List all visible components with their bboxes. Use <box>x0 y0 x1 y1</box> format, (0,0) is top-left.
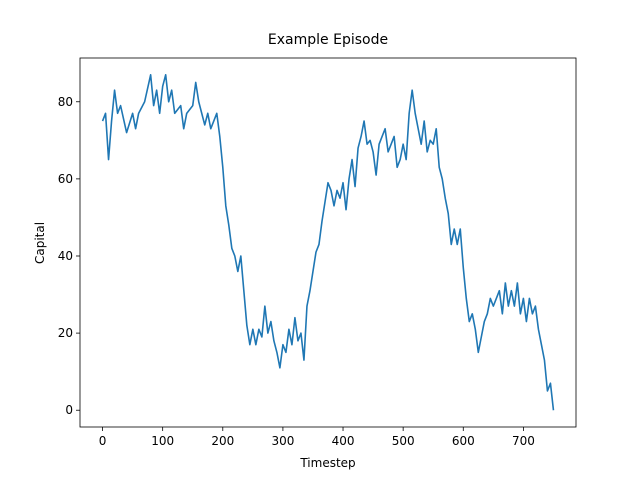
chart-title: Example Episode <box>268 32 388 48</box>
x-tick-label: 0 <box>99 434 107 448</box>
y-tick-label: 40 <box>58 249 73 263</box>
y-tick-label: 80 <box>58 95 73 109</box>
plot-frame <box>79 57 577 428</box>
x-tick-label: 400 <box>332 434 355 448</box>
x-tick-label: 600 <box>452 434 475 448</box>
y-axis-label: Capital <box>33 222 47 264</box>
x-tick-label: 200 <box>211 434 234 448</box>
y-tick-label: 0 <box>65 403 73 417</box>
x-tick-label: 500 <box>392 434 415 448</box>
x-tick-label: 700 <box>512 434 535 448</box>
line-series <box>101 73 555 411</box>
y-tick-label: 60 <box>58 172 73 186</box>
x-tick-label: 300 <box>271 434 294 448</box>
y-tick-label: 20 <box>58 326 73 340</box>
x-axis-label: Timestep <box>299 456 355 470</box>
x-tick-label: 100 <box>151 434 174 448</box>
